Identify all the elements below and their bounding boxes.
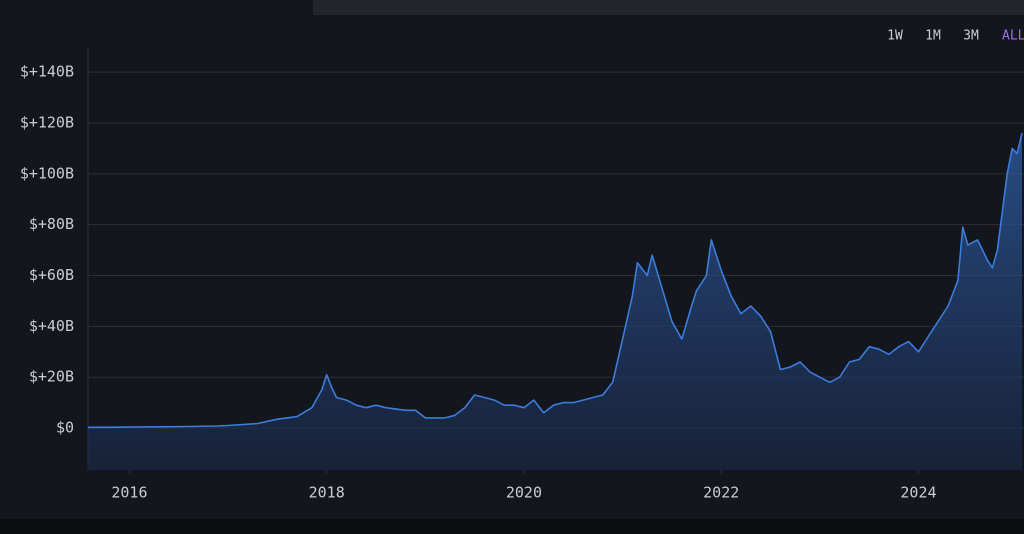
area-line <box>88 133 1023 429</box>
y-tick-label: $0 <box>56 419 74 437</box>
y-tick-label: $+120B <box>20 113 74 131</box>
x-tick-label: 2018 <box>309 484 345 502</box>
bottom-strip <box>0 519 1024 534</box>
y-tick-label: $+40B <box>29 317 74 335</box>
range-button[interactable]: ALL <box>1002 29 1024 44</box>
top-bar <box>313 0 1024 15</box>
y-tick-label: $+100B <box>20 164 74 182</box>
x-tick-label: 2020 <box>506 484 542 502</box>
x-tick-label: 2016 <box>111 484 147 502</box>
area-fill <box>88 133 1022 470</box>
y-tick-label: $+20B <box>29 368 74 386</box>
y-tick-label: $+80B <box>29 215 74 233</box>
x-tick-label: 2022 <box>703 484 739 502</box>
y-tick-label: $+60B <box>29 266 74 284</box>
x-tick-label: 2024 <box>900 484 936 502</box>
y-tick-label: $+140B <box>20 63 74 81</box>
range-button[interactable]: 1W <box>887 29 903 44</box>
range-button[interactable]: 3M <box>963 29 979 44</box>
range-button[interactable]: 1M <box>925 29 941 44</box>
